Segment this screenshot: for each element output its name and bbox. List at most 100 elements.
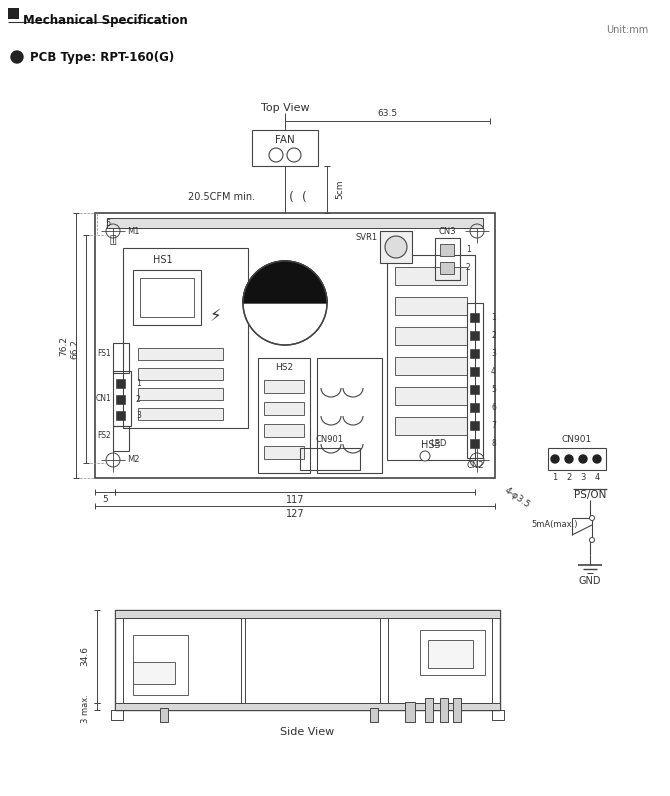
- Bar: [395, 297, 467, 315]
- Text: 3 max.: 3 max.: [80, 694, 90, 723]
- Bar: [395, 417, 467, 435]
- Bar: [107, 218, 483, 228]
- Bar: [470, 349, 479, 358]
- Circle shape: [590, 537, 594, 543]
- Text: 6: 6: [491, 403, 496, 412]
- Bar: [300, 448, 360, 470]
- Text: 5mA(max.): 5mA(max.): [532, 521, 578, 529]
- Text: 2: 2: [136, 395, 141, 404]
- Text: FS2: FS2: [97, 431, 111, 440]
- Text: 1: 1: [491, 313, 496, 322]
- Text: CN1: CN1: [95, 394, 111, 403]
- Text: 4: 4: [491, 366, 496, 376]
- Bar: [140, 278, 194, 317]
- Circle shape: [565, 455, 573, 463]
- Bar: [264, 446, 304, 459]
- Text: 5: 5: [102, 495, 108, 505]
- Text: CN3: CN3: [439, 227, 456, 236]
- Bar: [370, 708, 378, 722]
- Text: 66.2: 66.2: [70, 339, 80, 359]
- Text: Top View: Top View: [261, 103, 310, 113]
- Circle shape: [551, 455, 559, 463]
- Wedge shape: [243, 261, 327, 303]
- Bar: [116, 395, 125, 404]
- Text: Side View: Side View: [280, 727, 334, 737]
- Bar: [116, 411, 125, 420]
- Text: CN901: CN901: [316, 435, 344, 444]
- Bar: [133, 270, 201, 325]
- Bar: [317, 358, 382, 473]
- Circle shape: [243, 261, 327, 345]
- Bar: [470, 331, 479, 340]
- Text: 2: 2: [566, 474, 572, 482]
- Text: PS/ON: PS/ON: [574, 490, 606, 500]
- Bar: [435, 238, 460, 280]
- Bar: [95, 213, 495, 478]
- Bar: [133, 662, 175, 684]
- Text: Mechanical Specification: Mechanical Specification: [23, 14, 188, 27]
- Bar: [548, 448, 606, 470]
- Text: ⏚: ⏚: [110, 235, 117, 245]
- Bar: [264, 380, 304, 393]
- Bar: [420, 630, 485, 675]
- Bar: [395, 267, 467, 285]
- Text: 76.2: 76.2: [60, 335, 68, 356]
- Text: HS3: HS3: [421, 440, 441, 450]
- Bar: [405, 702, 415, 722]
- Bar: [115, 703, 500, 710]
- Bar: [467, 303, 483, 458]
- Bar: [111, 710, 123, 720]
- Bar: [395, 387, 467, 405]
- Bar: [395, 357, 467, 375]
- Bar: [115, 610, 500, 618]
- Text: 3: 3: [580, 474, 586, 482]
- Text: 1: 1: [136, 379, 141, 388]
- Text: 63.5: 63.5: [377, 110, 397, 119]
- Bar: [123, 618, 241, 703]
- Text: 117: 117: [285, 495, 304, 505]
- Text: 127: 127: [285, 509, 304, 519]
- Text: HS2: HS2: [275, 364, 293, 373]
- Text: HS1: HS1: [153, 255, 173, 265]
- Bar: [387, 255, 475, 460]
- Bar: [116, 379, 125, 388]
- Circle shape: [593, 455, 601, 463]
- Text: PCB Type: RPT-160(G): PCB Type: RPT-160(G): [30, 50, 174, 64]
- Circle shape: [590, 516, 594, 521]
- Bar: [113, 371, 131, 426]
- Text: GND: GND: [579, 576, 601, 586]
- Bar: [380, 231, 412, 263]
- Bar: [388, 618, 492, 703]
- Text: 1: 1: [466, 245, 471, 255]
- Text: 1: 1: [552, 474, 557, 482]
- Bar: [113, 426, 129, 451]
- Bar: [138, 388, 223, 400]
- Text: ⚡: ⚡: [209, 307, 221, 325]
- Bar: [264, 402, 304, 415]
- Bar: [492, 710, 504, 720]
- Text: 5: 5: [491, 384, 496, 393]
- Bar: [470, 439, 479, 448]
- Circle shape: [579, 455, 587, 463]
- Text: CN901: CN901: [562, 435, 592, 444]
- Bar: [115, 610, 500, 710]
- Bar: [252, 130, 318, 166]
- Bar: [470, 367, 479, 376]
- Circle shape: [420, 451, 430, 461]
- Bar: [133, 635, 188, 695]
- Bar: [425, 698, 433, 722]
- Bar: [470, 421, 479, 430]
- Bar: [138, 348, 223, 360]
- Text: 7: 7: [491, 420, 496, 430]
- Bar: [258, 358, 310, 473]
- Text: FS1: FS1: [97, 349, 111, 357]
- Text: 3: 3: [136, 411, 141, 419]
- Bar: [453, 698, 461, 722]
- Bar: [160, 708, 168, 722]
- Bar: [470, 403, 479, 412]
- Bar: [138, 408, 223, 420]
- Text: 5: 5: [105, 220, 111, 228]
- Circle shape: [11, 51, 23, 63]
- Text: 8: 8: [491, 439, 496, 447]
- Text: Unit:mm: Unit:mm: [606, 25, 648, 35]
